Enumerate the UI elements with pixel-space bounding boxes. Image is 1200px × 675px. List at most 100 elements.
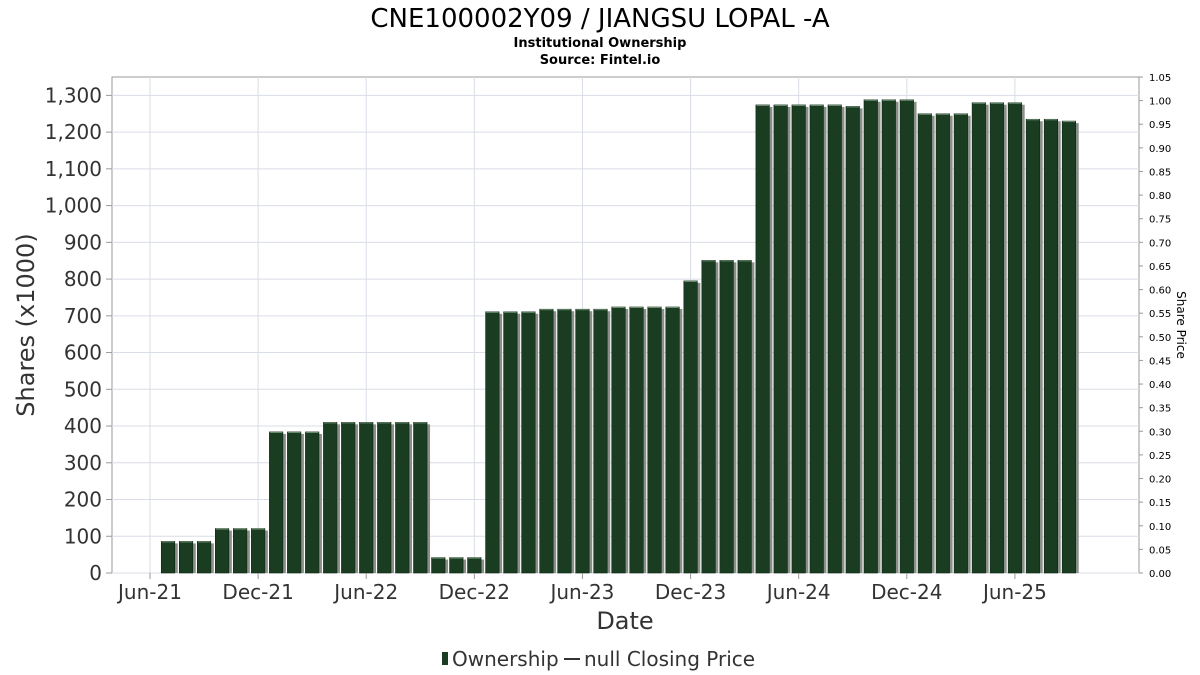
bar xyxy=(395,422,413,574)
bar-fill xyxy=(449,557,464,574)
bar-fill xyxy=(863,99,878,574)
bar xyxy=(737,260,755,574)
bar xyxy=(449,557,467,574)
bar-fill xyxy=(287,431,302,574)
bar xyxy=(178,541,196,574)
legend-ownership-swatch xyxy=(442,652,448,665)
bar xyxy=(1043,118,1061,574)
bar xyxy=(503,311,521,574)
bar xyxy=(701,260,719,574)
bar-fill xyxy=(431,557,446,574)
x-tick-label: Jun-21 xyxy=(116,580,182,604)
bar-fill xyxy=(251,528,266,574)
y-tick-label: 200 xyxy=(64,488,102,512)
legend-price-label: null Closing Price xyxy=(584,647,755,671)
x-tick-label: Jun-23 xyxy=(548,580,614,604)
bar xyxy=(989,102,1007,574)
bar-fill xyxy=(989,102,1004,574)
bar xyxy=(269,431,286,574)
bar-fill xyxy=(395,422,410,574)
y-tick-label: 500 xyxy=(64,377,102,401)
y2-tick-label: 0.30 xyxy=(1149,427,1171,438)
y2-tick-label: 0.00 xyxy=(1149,569,1171,580)
bar-fill xyxy=(773,104,788,574)
bar xyxy=(647,306,665,574)
y-tick-label: 100 xyxy=(64,524,102,548)
bar xyxy=(611,306,629,574)
x-tick-label: Dec-21 xyxy=(222,580,293,604)
bar-fill xyxy=(233,528,248,574)
y-tick-label: 600 xyxy=(64,341,102,365)
bar xyxy=(287,431,304,574)
y2-tick-label: 0.65 xyxy=(1149,262,1171,273)
bar-fill xyxy=(881,99,896,574)
x-tick-label: Jun-24 xyxy=(765,580,831,604)
bar-fill xyxy=(971,102,986,574)
bar xyxy=(323,422,340,574)
y2-axis-label: Share Price xyxy=(1174,291,1188,359)
bar xyxy=(557,308,575,574)
bar-fill xyxy=(719,260,734,574)
bar-series-ownership xyxy=(160,99,1079,574)
bar xyxy=(755,104,773,574)
chart-source: Source: Fintel.io xyxy=(540,53,661,68)
chart-subtitle: Institutional Ownership xyxy=(514,36,687,51)
y2-tick-label: 0.20 xyxy=(1149,475,1171,486)
y-axis-right: 0.00 0.05 0.10 0.15 0.20 0.25 0.30 0.35 0.40 0.45… xyxy=(1139,73,1171,580)
bar-fill xyxy=(341,422,356,574)
bar xyxy=(881,99,899,574)
bar xyxy=(1007,102,1025,574)
y-tick-label: 800 xyxy=(64,267,102,291)
bar-fill xyxy=(503,311,518,574)
bar-fill xyxy=(899,99,914,574)
bar xyxy=(233,528,250,574)
bar-fill xyxy=(755,104,770,574)
y2-tick-label: 0.90 xyxy=(1149,144,1171,155)
bar xyxy=(791,104,809,574)
bar xyxy=(1061,120,1079,574)
x-tick-label: Dec-24 xyxy=(871,580,942,604)
bar-fill xyxy=(323,422,338,574)
bar xyxy=(665,306,683,574)
y2-tick-label: 0.80 xyxy=(1149,191,1171,202)
bar-fill xyxy=(539,308,554,574)
bar xyxy=(467,557,485,574)
bar xyxy=(1025,118,1043,574)
bar-fill xyxy=(1043,118,1059,574)
bar xyxy=(539,308,557,574)
bar-fill xyxy=(701,260,716,574)
bar-fill xyxy=(557,308,572,574)
bar xyxy=(431,557,449,574)
x-tick-label: Dec-22 xyxy=(439,580,510,604)
bar-fill xyxy=(647,306,662,574)
bar-fill xyxy=(827,104,842,574)
x-tick-label: Dec-23 xyxy=(655,580,726,604)
bar-fill xyxy=(593,308,608,574)
bar xyxy=(935,113,953,574)
y-tick-label: 1,300 xyxy=(45,83,102,107)
y-tick-label: 400 xyxy=(64,414,102,438)
bar xyxy=(845,106,863,574)
bar xyxy=(160,541,178,574)
bar-fill xyxy=(196,541,212,574)
bar xyxy=(575,308,593,574)
bar-fill xyxy=(467,557,482,574)
bar xyxy=(251,528,268,574)
y2-tick-label: 0.95 xyxy=(1149,120,1171,131)
y2-tick-label: 0.45 xyxy=(1149,356,1171,367)
bar xyxy=(341,422,358,574)
bar xyxy=(413,422,431,574)
bar xyxy=(683,280,701,574)
bar-fill xyxy=(575,308,590,574)
bar-fill xyxy=(359,422,374,574)
bar-fill xyxy=(629,306,644,574)
y2-tick-label: 0.60 xyxy=(1149,286,1171,297)
bar xyxy=(863,99,881,574)
bar-fill xyxy=(611,306,626,574)
x-axis-label: Date xyxy=(596,607,653,635)
bar-fill xyxy=(160,541,176,574)
bar xyxy=(377,422,395,574)
y2-tick-label: 0.75 xyxy=(1149,215,1171,226)
bar xyxy=(953,113,971,574)
